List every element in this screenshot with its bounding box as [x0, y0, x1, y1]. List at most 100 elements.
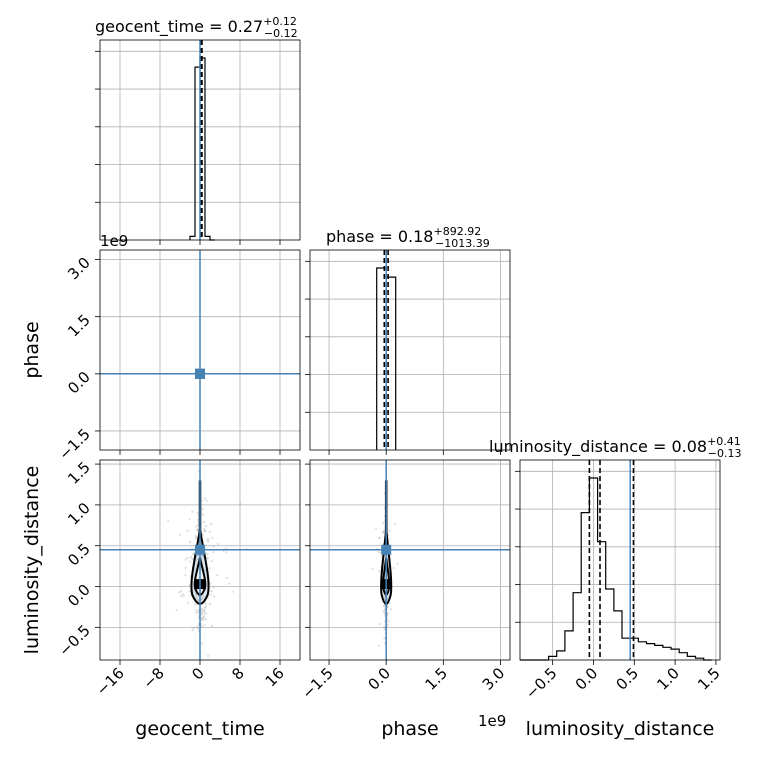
- scatter-outlier: [184, 566, 187, 569]
- x-tick-label: 3.0: [479, 664, 509, 694]
- scatter-dot: [201, 608, 204, 612]
- scatter-dot: [205, 612, 208, 615]
- scatter-dot: [202, 520, 206, 524]
- scatter-outlier: [378, 536, 381, 540]
- x-tick-label: −0.5: [522, 664, 560, 702]
- scatter-dot: [186, 529, 189, 532]
- scatter-outlier: [213, 595, 216, 598]
- scatter-outlier: [392, 566, 395, 570]
- scatter-dot: [201, 616, 205, 619]
- y-tick-label: 3.0: [64, 254, 94, 284]
- scatter-outlier: [390, 608, 393, 611]
- y-tick-label: 1.0: [64, 499, 94, 529]
- x-axis-label-geocent_time: geocent_time: [135, 718, 264, 740]
- scatter-dot: [383, 628, 386, 631]
- title-geocent_time: geocent_time = 0.27+0.12 −0.12: [95, 15, 298, 40]
- scatter-outlier: [375, 527, 378, 530]
- hist-panel-frame-luminosity_distance: [519, 459, 721, 661]
- scatter-outlier: [377, 550, 380, 553]
- scatter-dot: [202, 610, 206, 613]
- scatter-dot: [200, 618, 203, 621]
- scatter-dot: [191, 557, 194, 561]
- scatter-dot: [194, 534, 197, 538]
- scatter-outlier: [396, 562, 399, 565]
- truth-marker: [381, 544, 392, 555]
- hist-panel-frame-phase: [309, 249, 511, 451]
- scatter-dot: [204, 602, 208, 606]
- scatter-dot: [191, 629, 194, 632]
- scatter-dot: [189, 560, 192, 563]
- scatter-dot: [197, 609, 200, 612]
- scatter-outlier: [216, 574, 219, 577]
- scatter-outlier: [188, 518, 191, 521]
- scatter-outlier: [196, 511, 199, 514]
- scatter-dot: [203, 624, 206, 627]
- scatter-dot: [195, 525, 198, 528]
- scatter-dot: [387, 619, 390, 623]
- scatter-dot: [206, 553, 209, 556]
- scatter-dot: [196, 528, 199, 531]
- scatter-dot: [200, 617, 203, 620]
- scatter-dot: [383, 637, 386, 640]
- title-luminosity_distance: luminosity_distance = 0.08+0.41 −0.13: [489, 435, 742, 460]
- scatter-outlier: [378, 570, 381, 573]
- scatter-outlier: [377, 644, 380, 647]
- scatter-dot: [188, 540, 192, 544]
- scatter-dot: [200, 608, 203, 611]
- y-axis-label-phase: phase: [21, 321, 43, 378]
- scatter-dot: [201, 513, 204, 516]
- scatter-dot: [207, 537, 210, 541]
- scatter-dot: [204, 530, 207, 533]
- scatter-outlier: [212, 545, 215, 548]
- scatter-outlier: [379, 536, 382, 540]
- scatter-outlier: [175, 608, 178, 612]
- scatter-outlier: [211, 624, 214, 628]
- x-tick-label: −16: [93, 664, 128, 699]
- scatter-dot: [212, 586, 215, 589]
- scatter-panel-bg: [310, 460, 510, 660]
- scatter-dot: [201, 507, 204, 511]
- scatter-dot: [189, 594, 192, 597]
- scatter-dot: [382, 605, 386, 608]
- scatter-outlier: [228, 582, 231, 585]
- tick-layer: [95, 50, 717, 665]
- offset-text-y: 1e9: [100, 232, 128, 250]
- x-axis-label-phase: phase: [381, 718, 438, 740]
- scatter-dot: [206, 556, 210, 560]
- y-tick-label: 0.5: [64, 540, 94, 570]
- scatter-dot: [188, 584, 191, 587]
- x-tick-label: 1.5: [422, 664, 452, 694]
- x-tick-label: −1.5: [298, 664, 336, 702]
- scatter-outlier: [239, 503, 242, 506]
- scatter-dot: [382, 610, 385, 613]
- scatter-dot: [383, 626, 386, 629]
- offset-text-x: 1e9: [478, 712, 506, 730]
- scatter-dot: [386, 623, 389, 626]
- title-phase: phase = 0.18+892.92 −1013.39: [326, 225, 490, 250]
- truth-marker: [195, 368, 205, 379]
- scatter-dot: [200, 625, 203, 628]
- hist-panel-bg: [520, 460, 720, 660]
- scatter-outlier: [184, 558, 187, 561]
- scatter-outlier: [186, 556, 189, 560]
- scatter-dot: [196, 528, 199, 532]
- scatter-dot: [200, 611, 203, 614]
- scatter-outlier: [208, 530, 211, 533]
- scatter-dot: [191, 510, 194, 513]
- scatter-dot: [203, 529, 207, 532]
- scatter-outlier: [182, 593, 185, 596]
- truth-quantile-layer: [100, 40, 635, 660]
- scatter-dot: [195, 625, 199, 628]
- scatter-outlier: [388, 602, 391, 605]
- scatter-outlier: [371, 567, 374, 571]
- scatter-outlier: [180, 594, 183, 598]
- x-tick-label: −8: [139, 664, 167, 692]
- scatter-outlier: [380, 555, 383, 558]
- scatter-dot: [203, 609, 206, 612]
- scatter-dot: [202, 618, 205, 621]
- scatter-dot: [194, 536, 198, 540]
- scatter-outlier: [167, 519, 170, 522]
- scatter-outlier: [232, 590, 235, 593]
- scatter-dot: [188, 590, 191, 593]
- scatter-outlier: [226, 576, 229, 580]
